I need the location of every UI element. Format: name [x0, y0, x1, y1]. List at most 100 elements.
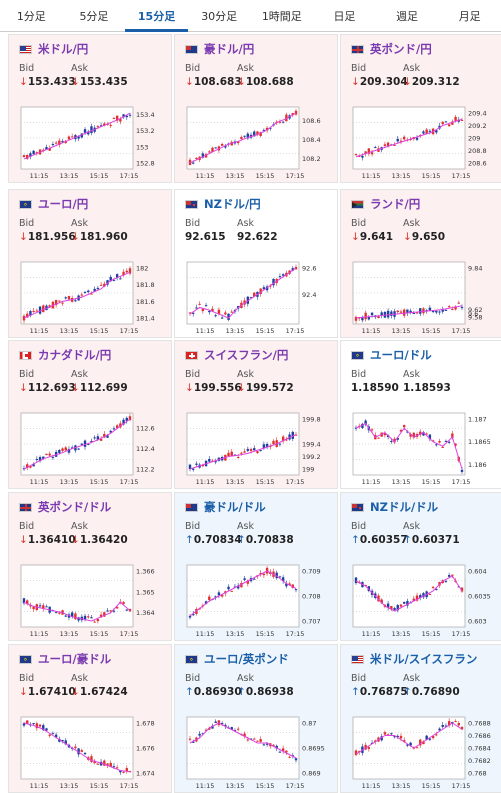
candle	[128, 268, 132, 274]
currency-card[interactable]: 豪ドル/円 Bid Ask ↓108.683 ↓108.688 108.6 108.4 108…	[174, 34, 338, 183]
candle	[83, 129, 87, 133]
pair-title[interactable]: 英ポンド/円	[351, 41, 495, 57]
mini-candlestick-chart[interactable]: 9.84 9.62 9.6 9.58 11:15 13:15 15:15 17:15	[351, 258, 496, 334]
candle	[240, 136, 243, 139]
tab-7[interactable]: 月足	[458, 9, 481, 23]
mini-candlestick-chart[interactable]: 112.6 112.4 112.2 11:15 13:15 15:15 17:15	[19, 409, 164, 485]
currency-card[interactable]: 英ポンド/円 Bid Ask ↓209.304 ↓209.312 209.4 209.2 20…	[340, 34, 501, 183]
mini-candlestick-chart[interactable]: 1.678 1.676 1.674 11:15 13:15 15:15 17:15	[19, 713, 164, 789]
candle	[26, 313, 29, 318]
pair-title[interactable]: ユーロ/英ポンド	[185, 651, 329, 667]
candle	[109, 276, 112, 282]
moving-average-line	[355, 118, 463, 158]
arrow-down-icon: ↓	[71, 231, 80, 243]
currency-card[interactable]: ユーロ/英ポンド Bid Ask ↑0.86930 ↑0.86938 0.87 0.8695…	[174, 644, 338, 793]
currency-card[interactable]: ユーロ/円 Bid Ask ↓181.956 ↓181.960 182 181.8 181.6…	[8, 189, 172, 338]
mini-candlestick-chart[interactable]: 0.604 0.6035 0.603 11:15 13:15 15:15 17:15	[351, 561, 496, 637]
tab-5[interactable]: 日足	[333, 9, 356, 23]
tab-6[interactable]: 週足	[396, 9, 419, 23]
mini-candlestick-chart[interactable]: 182 181.8 181.6 181.4 11:15 13:15 15:15 17:15	[19, 258, 164, 334]
y-tick-label: 1.676	[136, 745, 155, 753]
pair-title[interactable]: 豪ドル/ドル	[185, 499, 329, 515]
pair-name: ユーロ/ドル	[370, 348, 432, 362]
pair-title[interactable]: ユーロ/ドル	[351, 347, 495, 363]
pair-title[interactable]: 米ドル/スイスフラン	[351, 651, 495, 667]
pair-title[interactable]: 豪ドル/円	[185, 41, 329, 57]
currency-card[interactable]: 豪ドル/ドル Bid Ask ↑0.70834 ↑0.70838 0.709 0.708 0.…	[174, 492, 338, 641]
mini-candlestick-chart[interactable]: 199.8 199.4 199.2 199 11:15 13:15 15:15 17:15	[185, 409, 330, 485]
candle	[103, 612, 106, 617]
candle	[354, 316, 358, 321]
pair-title[interactable]: 米ドル/円	[19, 41, 163, 57]
candle	[188, 464, 192, 469]
candle	[377, 316, 380, 319]
tab-0[interactable]: 1分足	[16, 9, 46, 23]
mini-candlestick-chart[interactable]: 0.87 0.8695 0.869 11:15 13:15 15:15 17:15	[185, 713, 330, 789]
candle	[399, 604, 403, 607]
candle	[201, 308, 205, 312]
candle	[80, 294, 84, 296]
currency-card[interactable]: ユーロ/豪ドル Bid Ask ↓1.67410 ↓1.67424 1.678 1.676 1…	[8, 644, 172, 793]
candle	[103, 283, 106, 287]
candle	[415, 312, 419, 314]
currency-card[interactable]: ユーロ/ドル Bid Ask 1.18590 1.18593 1.187 1.1865 1.1…	[340, 340, 501, 489]
chart-svg: 108.6 108.4 108.2 11:15 13:15 15:15 17:15	[186, 106, 321, 179]
candle	[256, 740, 259, 742]
pair-title[interactable]: NZドル/ドル	[351, 499, 495, 515]
y-tick-label: 112.6	[136, 425, 155, 433]
candle	[262, 287, 266, 290]
candle	[422, 308, 425, 314]
candle	[364, 420, 367, 425]
currency-card[interactable]: スイスフラン/円 Bid Ask ↓199.556 ↓199.572 199.8 199.4…	[174, 340, 338, 489]
candle	[188, 159, 192, 166]
candle	[278, 276, 282, 278]
au-flag-icon	[185, 502, 198, 512]
mini-candlestick-chart[interactable]: 1.366 1.365 1.364 11:15 13:15 15:15 17:15	[19, 561, 164, 637]
tab-3[interactable]: 30分足	[201, 9, 238, 23]
currency-card[interactable]: 英ポンド/ドル Bid Ask ↓1.36410 ↓1.36420 1.366 1.365 1…	[8, 492, 172, 641]
currency-card[interactable]: カナダドル/円 Bid Ask ↓112.693 ↓112.699 112.6 112.4 1…	[8, 340, 172, 489]
tab-4[interactable]: 1時間足	[261, 9, 302, 23]
mini-candlestick-chart[interactable]: 0.7688 0.7686 0.7684 0.7682 0.768 11:15 13:15 1…	[351, 713, 496, 789]
candle	[112, 428, 116, 430]
bid-value: ↑0.76875	[351, 686, 408, 698]
pair-title[interactable]: ランド/円	[351, 196, 495, 212]
candle	[285, 439, 288, 441]
y-tick-label: 1.187	[468, 416, 487, 424]
pair-title[interactable]: スイスフラン/円	[185, 347, 329, 363]
candle	[192, 741, 195, 743]
candle	[259, 739, 262, 742]
candle	[32, 606, 35, 610]
mini-candlestick-chart[interactable]: 108.6 108.4 108.2 11:15 13:15 15:15 17:15	[185, 103, 330, 179]
candle	[281, 436, 285, 442]
mini-candlestick-chart[interactable]: 1.187 1.1865 1.186 11:15 13:15 15:15 17:15	[351, 409, 496, 485]
pair-title[interactable]: カナダドル/円	[19, 347, 163, 363]
candle	[220, 143, 224, 146]
mini-candlestick-chart[interactable]: 92.6 92.4 11:15 13:15 15:15 17:15	[185, 258, 330, 334]
candle	[364, 744, 367, 750]
candle	[438, 728, 441, 731]
candle	[428, 434, 432, 440]
candle	[195, 463, 198, 465]
arrow-down-icon: ↓	[351, 76, 360, 88]
currency-card[interactable]: NZドル/円 Bid Ask 92.615 92.622 92.6 92.4 11:15 13:…	[174, 189, 338, 338]
ask-label: Ask	[403, 63, 420, 74]
currency-card[interactable]: 米ドル/円 Bid Ask ↓153.433 ↓153.435 153.4 153.2 153…	[8, 34, 172, 183]
candle	[361, 155, 364, 158]
currency-card[interactable]: NZドル/ドル Bid Ask ↑0.60357 ↑0.60371 0.604 0.6035…	[340, 492, 501, 641]
mini-candlestick-chart[interactable]: 153.4 153.2 153 152.8 11:15 13:15 15:15 17:15	[19, 103, 164, 179]
arrow-down-icon: ↓	[71, 382, 80, 394]
chart-svg: 1.678 1.676 1.674 11:15 13:15 15:15 17:15	[20, 716, 155, 789]
pair-title[interactable]: NZドル/円	[185, 196, 329, 212]
mini-candlestick-chart[interactable]: 209.4 209.2 209 208.8 208.6 11:15 13:15 15:15 17…	[351, 103, 496, 179]
plot-area	[186, 716, 300, 780]
pair-title[interactable]: 英ポンド/ドル	[19, 499, 163, 515]
pair-title[interactable]: ユーロ/円	[19, 196, 163, 212]
pair-title[interactable]: ユーロ/豪ドル	[19, 651, 163, 667]
mini-candlestick-chart[interactable]: 0.709 0.708 0.707 11:15 13:15 15:15 17:15	[185, 561, 330, 637]
currency-card[interactable]: ランド/円 Bid Ask ↓9.641 ↓9.650 9.84 9.62 9.6 9.58 11…	[340, 189, 501, 338]
bid-label: Bid	[19, 673, 35, 684]
currency-card[interactable]: 米ドル/スイスフラン Bid Ask ↑0.76875 ↑0.76890 0.7688 0.…	[340, 644, 501, 793]
tab-1[interactable]: 5分足	[79, 9, 109, 23]
tab-2[interactable]: 15分足	[125, 0, 188, 32]
